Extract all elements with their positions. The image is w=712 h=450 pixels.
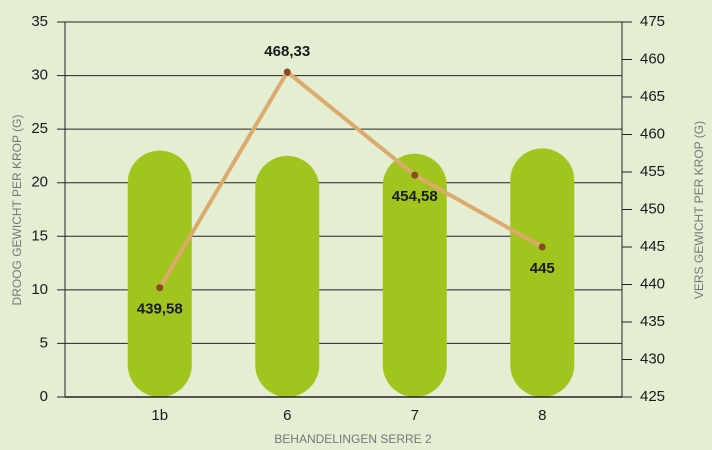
y2-tick-label: 465 bbox=[640, 88, 665, 105]
y2-tick-label: 435 bbox=[640, 313, 665, 330]
y2-tick-label: 475 bbox=[640, 13, 665, 30]
bar bbox=[255, 155, 320, 397]
value-label: 445 bbox=[530, 260, 555, 277]
point bbox=[538, 243, 546, 251]
y-tick-label: 35 bbox=[31, 13, 48, 30]
y2-tick-label: 460 bbox=[640, 125, 665, 142]
y2-tick-label: 460 bbox=[640, 50, 665, 67]
x-tick-label: 7 bbox=[411, 407, 419, 424]
y2-axis-title: VERS GEWICHT PER KROP (G) bbox=[692, 121, 706, 299]
y2-tick-label: 440 bbox=[640, 275, 665, 292]
y2-tick-label: 450 bbox=[640, 200, 665, 217]
x-axis-title: BEHANDELINGEN SERRE 2 bbox=[274, 432, 432, 446]
y2-tick-label: 425 bbox=[640, 388, 665, 405]
value-label: 468,33 bbox=[264, 43, 310, 60]
y-tick-label: 15 bbox=[31, 227, 48, 244]
y-tick-label: 30 bbox=[31, 67, 48, 84]
y2-tick-label: 430 bbox=[640, 350, 665, 367]
point bbox=[283, 68, 291, 76]
point bbox=[156, 284, 164, 292]
x-tick-label: 8 bbox=[538, 407, 546, 424]
bar bbox=[510, 148, 575, 397]
bar bbox=[127, 150, 192, 397]
value-label: 439,58 bbox=[137, 301, 183, 318]
line bbox=[158, 69, 544, 289]
point bbox=[411, 171, 419, 179]
y-tick-label: 5 bbox=[40, 334, 48, 351]
y-tick-label: 10 bbox=[31, 281, 48, 298]
y-axis-title: DROOG GEWICHT PER KROP (G) bbox=[10, 115, 24, 306]
x-tick-label: 1b bbox=[151, 407, 168, 424]
bar bbox=[382, 153, 447, 397]
y-tick-label: 20 bbox=[31, 174, 48, 191]
y-tick-label: 0 bbox=[40, 388, 48, 405]
y2-tick-label: 445 bbox=[640, 238, 665, 255]
y-tick-label: 25 bbox=[31, 120, 48, 137]
value-label: 454,58 bbox=[392, 188, 438, 205]
x-tick-label: 6 bbox=[283, 407, 291, 424]
y2-tick-label: 455 bbox=[640, 163, 665, 180]
